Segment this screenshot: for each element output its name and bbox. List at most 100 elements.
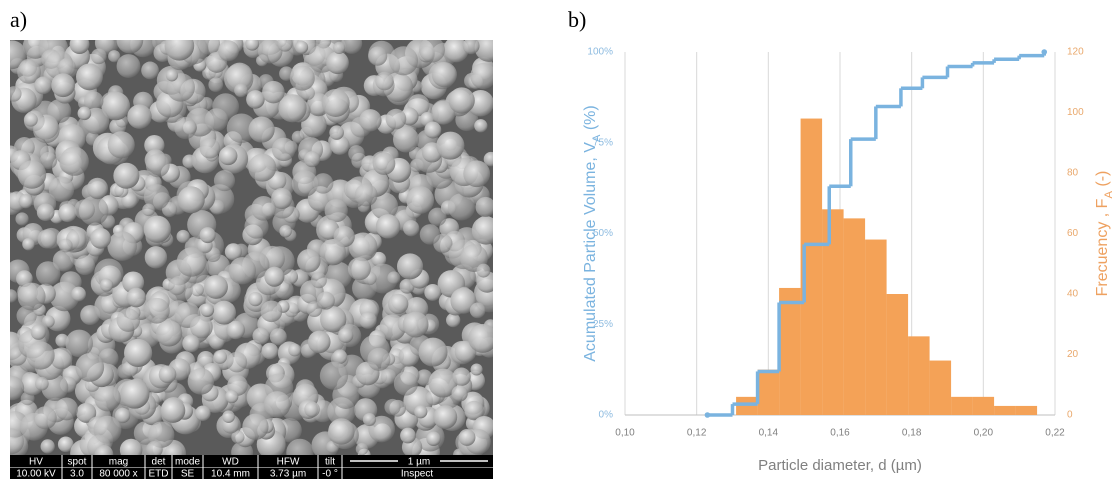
particle	[396, 253, 424, 280]
particle	[277, 40, 293, 52]
particle	[116, 308, 141, 332]
particle	[393, 371, 418, 396]
info-header: det	[152, 457, 166, 468]
particle	[52, 249, 75, 272]
particle	[199, 227, 216, 244]
particle	[75, 255, 95, 276]
particle	[94, 384, 121, 412]
particle	[10, 428, 25, 455]
particle	[116, 40, 144, 54]
particle	[10, 375, 25, 401]
panel-label: b)	[568, 7, 586, 32]
axis-title: Acumulated Particle Volume, VA (%)	[582, 105, 603, 361]
particle	[252, 327, 270, 345]
particle	[464, 400, 484, 421]
particle	[40, 439, 55, 454]
particle	[107, 231, 137, 261]
axis-title-text: Acumulated Particle Volume, V	[582, 142, 599, 362]
particle	[76, 402, 97, 423]
particle	[94, 445, 114, 455]
particle	[332, 349, 348, 365]
y2-tick-label: 20	[1067, 349, 1079, 360]
particle	[114, 407, 131, 424]
particle	[375, 71, 394, 91]
x-tick-label: 0,10	[615, 428, 635, 439]
particle	[99, 278, 114, 292]
histogram-bar	[865, 239, 887, 415]
particle	[158, 365, 177, 384]
particle	[33, 116, 60, 144]
axis-title-suffix: (-)	[1094, 171, 1111, 191]
particle	[10, 289, 18, 303]
footer: Inspect	[401, 469, 433, 479]
particle	[58, 238, 73, 253]
particle	[164, 443, 184, 455]
particle	[452, 367, 471, 386]
particle	[448, 87, 475, 114]
histogram-bar	[843, 218, 866, 415]
particle	[18, 194, 33, 209]
particle	[90, 48, 107, 65]
particle	[165, 69, 179, 82]
particle	[414, 405, 428, 419]
particle	[190, 315, 213, 339]
particle	[304, 401, 320, 418]
particle	[34, 76, 53, 95]
particle	[359, 109, 382, 132]
particle	[71, 286, 86, 302]
particle	[190, 283, 204, 297]
particle	[263, 391, 291, 418]
particle	[160, 398, 186, 423]
particle	[120, 379, 150, 409]
particle	[348, 145, 365, 162]
particle	[57, 58, 76, 77]
info-value: ETD	[149, 469, 169, 479]
particle	[329, 125, 344, 140]
particle	[387, 271, 401, 285]
info-header: HFW	[277, 457, 300, 468]
particle	[341, 40, 363, 54]
particle	[470, 363, 483, 376]
y-tick-label: 0%	[599, 410, 614, 421]
cumulative-point	[704, 412, 711, 418]
particle	[385, 108, 407, 130]
particle	[248, 116, 275, 143]
particle	[403, 220, 420, 237]
particle	[231, 430, 245, 444]
particle	[389, 46, 419, 76]
particle	[354, 183, 378, 207]
particle	[400, 427, 416, 444]
particle	[469, 302, 486, 319]
particle	[428, 207, 447, 227]
particle	[384, 398, 401, 416]
particle	[75, 353, 105, 382]
info-value: 80 000 x	[99, 469, 137, 479]
particle	[245, 40, 260, 51]
axis-title-sub: A	[591, 134, 603, 142]
particle	[204, 108, 229, 132]
particle	[164, 40, 195, 61]
particle	[41, 374, 69, 402]
particle	[324, 199, 348, 223]
particle	[261, 342, 279, 360]
particle	[146, 440, 163, 455]
particle	[462, 40, 480, 55]
x-tick-label: 0,16	[830, 428, 850, 439]
particle	[17, 282, 46, 311]
particle	[310, 272, 327, 289]
particle	[208, 77, 224, 93]
particle	[94, 258, 124, 288]
particle	[264, 266, 285, 287]
particle	[145, 153, 170, 178]
particle	[108, 50, 121, 63]
histogram-bar	[929, 360, 952, 415]
particle	[107, 131, 135, 159]
particle	[291, 130, 305, 144]
particle	[291, 170, 319, 197]
particle	[35, 376, 49, 391]
particle	[37, 229, 57, 249]
y-tick-label: 50%	[593, 228, 613, 239]
particle	[458, 428, 476, 446]
particle	[355, 442, 369, 455]
